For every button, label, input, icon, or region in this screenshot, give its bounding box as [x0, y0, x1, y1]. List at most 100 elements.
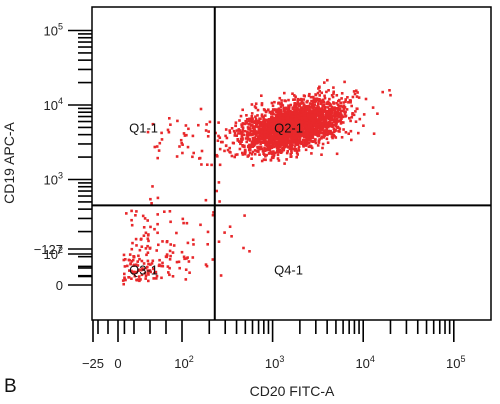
data-point [298, 129, 302, 132]
data-point [295, 149, 299, 153]
data-point [241, 151, 244, 155]
data-point [314, 109, 318, 112]
data-point [323, 107, 327, 111]
data-point [255, 138, 258, 142]
data-point [256, 114, 259, 117]
data-point [341, 109, 344, 113]
data-point [163, 210, 166, 213]
data-point [218, 136, 222, 139]
data-point [277, 146, 280, 149]
data-point [328, 123, 331, 127]
data-point [322, 103, 326, 107]
data-point [330, 111, 334, 115]
data-point [296, 131, 299, 134]
data-point [317, 134, 321, 138]
data-point [347, 101, 350, 104]
data-point [277, 107, 281, 110]
data-point [130, 209, 133, 213]
data-point [310, 110, 313, 114]
data-point [318, 111, 321, 115]
data-point [270, 101, 274, 105]
data-point [304, 125, 308, 128]
data-point [132, 255, 135, 258]
data-point [182, 132, 186, 135]
data-point [246, 131, 250, 134]
data-point [238, 140, 241, 143]
data-point [147, 239, 150, 243]
data-point [322, 101, 326, 104]
data-point [350, 104, 353, 108]
data-point [277, 102, 280, 105]
data-point [260, 159, 264, 163]
data-point [242, 133, 246, 137]
data-point [349, 101, 352, 104]
data-point [319, 121, 322, 124]
data-point [321, 108, 324, 112]
data-point [295, 106, 298, 109]
data-point [304, 148, 308, 152]
data-point [128, 253, 132, 256]
data-point [352, 113, 356, 117]
data-point [297, 147, 300, 150]
data-point [261, 124, 264, 128]
data-point [247, 154, 250, 157]
data-point [241, 144, 244, 147]
data-point [229, 151, 232, 154]
data-point [224, 128, 228, 131]
data-point [284, 99, 287, 103]
data-point [142, 226, 146, 229]
data-point [311, 118, 315, 121]
data-point [277, 150, 280, 154]
data-point [344, 131, 348, 134]
data-point [291, 92, 294, 95]
data-point [333, 116, 336, 120]
data-point [160, 131, 163, 135]
data-point [297, 102, 301, 106]
data-point [270, 112, 273, 115]
data-point [292, 98, 295, 101]
data-point [317, 120, 320, 124]
data-point [338, 127, 342, 130]
data-point [152, 277, 155, 280]
data-point [287, 138, 290, 141]
data-point [311, 101, 315, 104]
data-point [302, 101, 305, 104]
data-point [275, 113, 278, 117]
data-point [171, 251, 175, 254]
data-point [132, 264, 135, 267]
data-point [184, 124, 188, 127]
data-point [148, 269, 152, 272]
data-point [130, 218, 133, 222]
quadrant-gate [92, 7, 491, 320]
data-point [175, 155, 179, 158]
data-point [328, 107, 331, 111]
data-point [254, 106, 258, 110]
data-point [285, 143, 288, 146]
data-point [168, 273, 171, 277]
data-point [281, 143, 285, 147]
data-point [268, 138, 271, 141]
data-point [295, 111, 299, 114]
data-point [254, 115, 257, 118]
data-point [266, 108, 270, 112]
data-point [258, 147, 261, 151]
data-point [204, 263, 208, 266]
data-point [185, 221, 189, 225]
data-point [322, 119, 325, 123]
data-point [280, 110, 283, 114]
data-point [328, 104, 332, 107]
data-point [218, 163, 222, 167]
data-point [310, 132, 313, 135]
data-point [313, 133, 317, 136]
data-point [267, 142, 270, 146]
data-point [301, 119, 304, 122]
data-point [240, 140, 243, 143]
data-point [298, 104, 302, 108]
data-point [300, 129, 304, 132]
data-point [313, 97, 317, 101]
axis-ticks [68, 29, 455, 342]
data-point [156, 156, 159, 160]
data-point [284, 140, 288, 144]
data-point [288, 133, 292, 137]
data-point [217, 121, 220, 124]
